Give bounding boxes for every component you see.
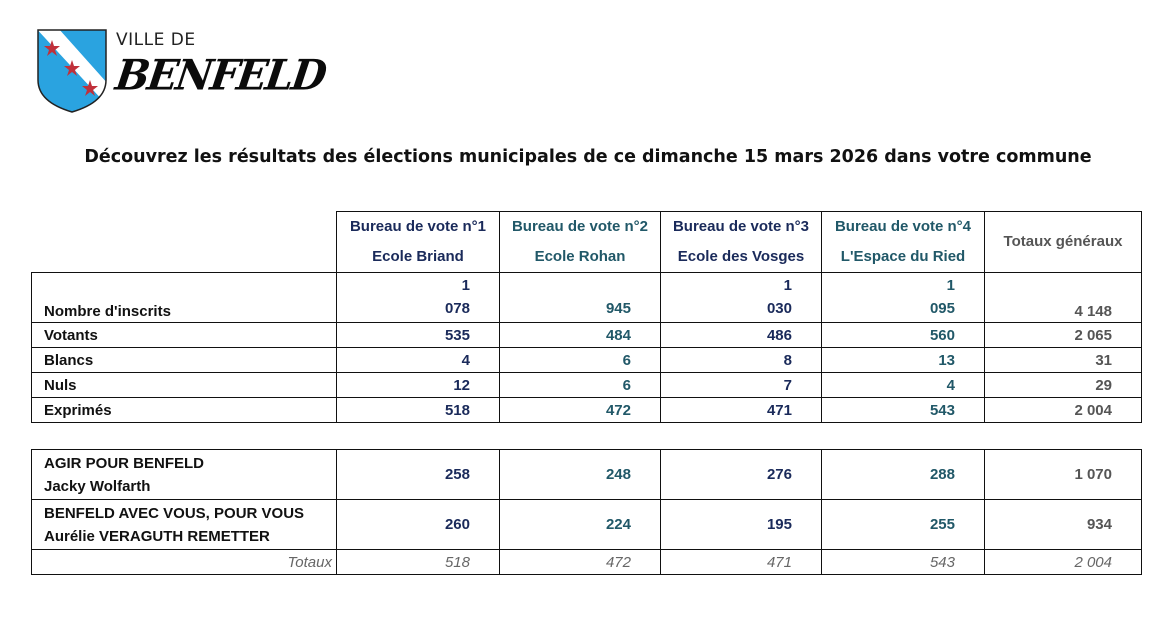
candidate-row: AGIR POUR BENFELD Jacky Wolfarth 258 248… (31, 449, 1142, 500)
cell-total: 934 (984, 499, 1142, 550)
row-exprimes: Exprimés 518 472 471 543 2 004 (31, 397, 1142, 423)
cell-bureau-2: 224 (499, 499, 661, 550)
cell-bureau-3: 195 (660, 499, 822, 550)
cell-bureau-4: 543 (821, 549, 985, 575)
cell-bureau-3: 471 (660, 397, 822, 423)
cell-bureau-1: 518 (336, 549, 500, 575)
list-head: Jacky Wolfarth (44, 477, 151, 495)
cell-total: 2 065 (984, 322, 1142, 348)
cell-bureau-2: 945 (499, 272, 661, 323)
cell-total: 31 (984, 347, 1142, 373)
row-label: Votants (31, 322, 337, 348)
row-label: Nombre d'inscrits (31, 272, 337, 323)
list-head: Aurélie VERAGUTH REMETTER (44, 527, 270, 545)
row-votants: Votants 535 484 486 560 2 065 (31, 322, 1142, 348)
cell-bureau-4: 1 095 (821, 272, 985, 323)
cell-total: 2 004 (984, 397, 1142, 423)
header-corner (31, 211, 337, 273)
cell-total: 4 148 (984, 272, 1142, 323)
logo-prefix: VILLE DE (116, 30, 196, 50)
candidate-label: BENFELD AVEC VOUS, POUR VOUS Aurélie VER… (31, 499, 337, 550)
cell-bureau-3: 486 (660, 322, 822, 348)
cell-bureau-4: 543 (821, 397, 985, 423)
cell-bureau-3: 7 (660, 372, 822, 398)
row-blancs: Blancs 4 6 8 13 31 (31, 347, 1142, 373)
cell-bureau-2: 472 (499, 397, 661, 423)
star-icons (44, 40, 98, 96)
cell-total: 29 (984, 372, 1142, 398)
header-bureau-1: Bureau de vote n°1 Ecole Briand (336, 211, 500, 273)
cell-bureau-1: 518 (336, 397, 500, 423)
cell-bureau-3: 276 (660, 449, 822, 500)
cell-bureau-4: 560 (821, 322, 985, 348)
cell-bureau-1: 4 (336, 347, 500, 373)
cell-bureau-3: 471 (660, 549, 822, 575)
cell-bureau-1: 260 (336, 499, 500, 550)
cell-bureau-1: 535 (336, 322, 500, 348)
cell-bureau-3: 1 030 (660, 272, 822, 323)
list-name: BENFELD AVEC VOUS, POUR VOUS (44, 504, 305, 522)
cell-bureau-4: 255 (821, 499, 985, 550)
header-totals: Totaux généraux (984, 211, 1142, 273)
row-inscrits: Nombre d'inscrits 1 078 945 1 030 1 095 4 1… (31, 272, 1142, 323)
cell-bureau-4: 4 (821, 372, 985, 398)
header-bureau-4: Bureau de vote n°4 L'Espace du Ried (821, 211, 985, 273)
cell-bureau-2: 472 (499, 549, 661, 575)
page-title: Découvrez les résultats des élections mu… (84, 147, 1092, 167)
candidate-label: AGIR POUR BENFELD Jacky Wolfarth (31, 449, 337, 500)
row-label: Nuls (31, 372, 337, 398)
cell-bureau-1: 258 (336, 449, 500, 500)
header-row: Bureau de vote n°1 Ecole Briand Bureau de… (31, 211, 1142, 273)
totals-row: Totaux 518 472 471 543 2 004 (31, 549, 1142, 575)
list-name: AGIR POUR BENFELD (44, 454, 205, 472)
row-nuls: Nuls 12 6 7 4 29 (31, 372, 1142, 398)
cell-bureau-4: 13 (821, 347, 985, 373)
cell-bureau-1: 1 078 (336, 272, 500, 323)
header-bureau-2: Bureau de vote n°2 Ecole Rohan (499, 211, 661, 273)
totals-label: Totaux (31, 549, 337, 575)
candidate-row: BENFELD AVEC VOUS, POUR VOUS Aurélie VER… (31, 499, 1142, 550)
candidates-table: AGIR POUR BENFELD Jacky Wolfarth 258 248… (31, 449, 1142, 575)
cell-bureau-2: 484 (499, 322, 661, 348)
cell-total: 1 070 (984, 449, 1142, 500)
header-bureau-3: Bureau de vote n°3 Ecole des Vosges (660, 211, 822, 273)
cell-total: 2 004 (984, 549, 1142, 575)
turnout-table: Bureau de vote n°1 Ecole Briand Bureau de… (31, 211, 1142, 423)
row-label: Blancs (31, 347, 337, 373)
cell-bureau-4: 288 (821, 449, 985, 500)
cell-bureau-3: 8 (660, 347, 822, 373)
cell-bureau-1: 12 (336, 372, 500, 398)
row-label: Exprimés (31, 397, 337, 423)
coat-of-arms-icon (37, 29, 107, 113)
cell-bureau-2: 248 (499, 449, 661, 500)
cell-bureau-2: 6 (499, 372, 661, 398)
benfeld-logo: VILLE DE BENFELD (36, 26, 328, 118)
cell-bureau-2: 6 (499, 347, 661, 373)
logo-name: BENFELD (112, 50, 329, 101)
